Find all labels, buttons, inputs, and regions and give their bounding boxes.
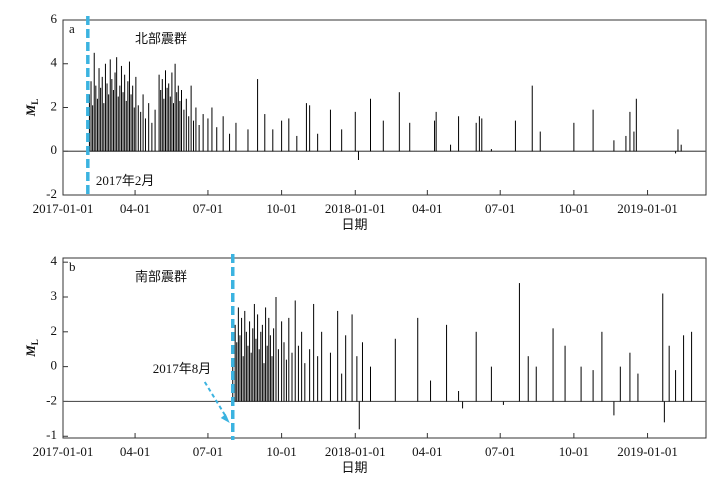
annotation: 2017年8月: [153, 361, 212, 376]
y-tick-label: 4: [51, 253, 58, 268]
x-tick-label: 2017-01-01: [33, 201, 94, 216]
y-axis-label: ML: [23, 339, 40, 358]
annotation: 2017年2月: [96, 173, 155, 188]
panel-title: 北部震群: [135, 31, 187, 46]
panel-label: b: [69, 259, 76, 274]
x-tick-label: 04-01: [120, 201, 150, 216]
x-axis-label: 日期: [341, 460, 367, 475]
x-tick-label: 04-01: [412, 201, 442, 216]
y-axis-label: ML: [23, 99, 40, 118]
y-axis-label-sub: L: [30, 99, 40, 105]
y-tick-label: 4: [51, 55, 58, 70]
x-tick-label: 10-01: [559, 201, 589, 216]
x-tick-label: 10-01: [266, 444, 296, 459]
panel-title: 南部震群: [135, 269, 187, 284]
y-axis-label-main: M: [23, 345, 38, 358]
y-tick-label: 2: [51, 323, 58, 338]
x-tick-label: 04-01: [120, 444, 150, 459]
x-tick-label: 10-01: [266, 201, 296, 216]
x-tick-label: 2019-01-01: [617, 444, 678, 459]
y-tick-label: 0: [51, 142, 58, 157]
y-tick-label: -2: [46, 392, 57, 407]
x-tick-label: 07-01: [193, 201, 223, 216]
y-tick-label: 0: [51, 358, 58, 373]
panel-label: a: [69, 21, 75, 36]
y-tick-label: -2: [46, 186, 57, 201]
panel: 4 3 2 0 -2 -1 2017-01-01 04-01 07-01 10-01 2018-01…: [23, 253, 707, 475]
x-tick-label: 07-01: [193, 444, 223, 459]
arrow-head: [220, 414, 230, 423]
x-tick-label: 2018-01-01: [325, 201, 386, 216]
x-tick-label: 2018-01-01: [325, 444, 386, 459]
x-tick-label: 10-01: [559, 444, 589, 459]
y-axis-label-sub: L: [30, 339, 40, 345]
annotation-arrow: [203, 381, 228, 419]
x-tick-label: 2019-01-01: [617, 201, 678, 216]
x-axis-label: 日期: [341, 217, 367, 232]
x-tick-label: 2017-01-01: [33, 444, 94, 459]
plot-frame: [62, 257, 707, 439]
x-tick-label: 07-01: [485, 444, 515, 459]
x-tick-label: 07-01: [485, 201, 515, 216]
x-tick-label: 04-01: [412, 444, 442, 459]
y-axis-label-main: M: [23, 104, 38, 117]
panel: -2 0 2 4 6 2017-01-01 04-01 07-01 10-01 2018-01-0…: [23, 11, 707, 232]
y-tick-label: 3: [51, 288, 58, 303]
y-tick-label: -1: [46, 427, 57, 442]
y-tick-label: 6: [51, 11, 58, 26]
y-tick-label: 2: [51, 98, 58, 113]
